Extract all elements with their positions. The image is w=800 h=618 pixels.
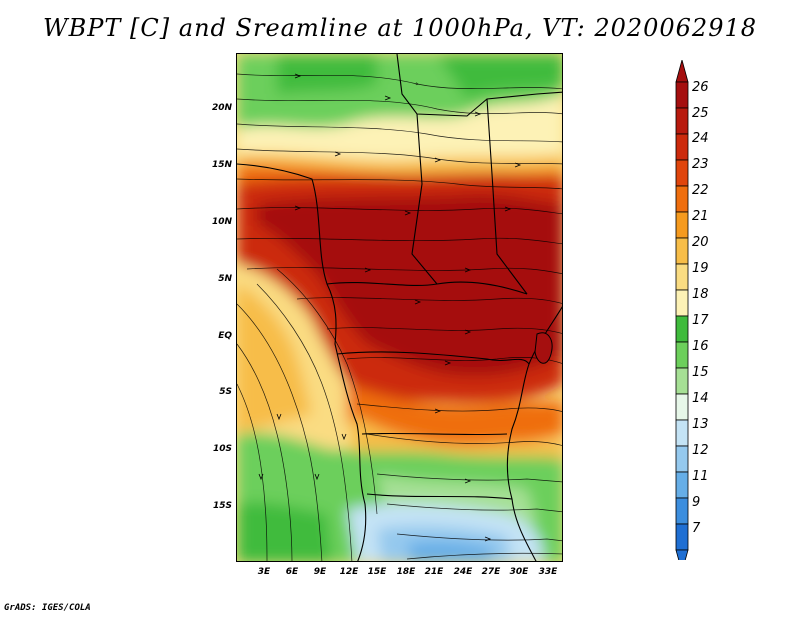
lat-label: EQ	[218, 331, 232, 341]
colorbar-label: 15	[692, 365, 709, 380]
colorbar-segment	[675, 419, 689, 447]
colorbar-segment	[675, 237, 689, 265]
wbpt-field-map	[237, 54, 562, 561]
lon-label: 6E	[285, 567, 299, 577]
lon-label: 12E	[339, 567, 359, 577]
colorbar-segment	[675, 341, 689, 369]
lat-label: 5S	[219, 387, 232, 397]
colorbar-segment	[675, 185, 689, 213]
lat-label: 20N	[211, 103, 232, 113]
colorbar-label: 18	[692, 287, 709, 302]
footer-credit: GrADS: IGES/COLA	[4, 603, 91, 613]
lon-label: 33E	[538, 567, 558, 577]
colorbar-label: 23	[692, 157, 709, 172]
colorbar	[675, 60, 689, 560]
colorbar-segment	[675, 497, 689, 525]
colorbar-bottom-triangle	[675, 549, 689, 560]
colorbar-label: 25	[692, 106, 709, 121]
lat-label: 10S	[212, 444, 232, 454]
colorbar-segment	[675, 523, 689, 551]
colorbar-label: 17	[692, 313, 709, 328]
colorbar-segment	[675, 263, 689, 291]
map-panel	[236, 53, 563, 562]
colorbar-label: 9	[692, 495, 701, 510]
lon-label: 27E	[481, 567, 501, 577]
lon-label: 18E	[396, 567, 416, 577]
lat-label: 15S	[212, 501, 232, 511]
colorbar-segment	[675, 133, 689, 161]
colorbar-segment	[675, 471, 689, 499]
colorbar-segment	[675, 81, 689, 109]
colorbar-label: 21	[692, 209, 709, 224]
colorbar-label: 12	[692, 443, 709, 458]
lon-label: 3E	[257, 567, 271, 577]
lat-label: 10N	[211, 217, 232, 227]
colorbar-label: 24	[692, 131, 709, 146]
lon-label: 9E	[313, 567, 327, 577]
colorbar-label: 20	[692, 235, 709, 250]
lon-label: 15E	[367, 567, 387, 577]
colorbar-label: 22	[692, 183, 709, 198]
colorbar-segment	[675, 315, 689, 343]
colorbar-segment	[675, 107, 689, 135]
colorbar-label: 19	[692, 261, 709, 276]
colorbar-segment	[675, 289, 689, 317]
colorbar-segment	[675, 393, 689, 421]
colorbar-label: 13	[692, 417, 709, 432]
colorbar-segment	[675, 367, 689, 395]
colorbar-segment	[675, 445, 689, 473]
colorbar-label: 16	[692, 339, 709, 354]
colorbar-label: 11	[692, 469, 709, 484]
lat-label: 15N	[211, 160, 232, 170]
lat-label: 5N	[218, 274, 232, 284]
colorbar-top-triangle	[675, 60, 689, 83]
lon-label: 21E	[424, 567, 444, 577]
colorbar-label: 26	[692, 80, 709, 95]
colorbar-label: 7	[692, 521, 701, 536]
lon-label: 30E	[509, 567, 529, 577]
chart-title: WBPT [C] and Sreamline at 1000hPa, VT: 2…	[42, 14, 758, 42]
colorbar-segment	[675, 159, 689, 187]
colorbar-segment	[675, 211, 689, 239]
lon-label: 24E	[453, 567, 473, 577]
colorbar-label: 14	[692, 391, 709, 406]
